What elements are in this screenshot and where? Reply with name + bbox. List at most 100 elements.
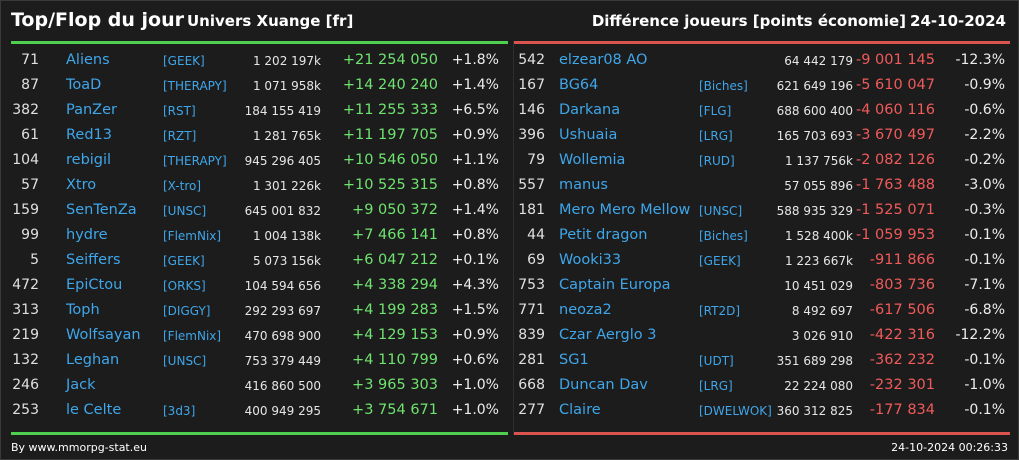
score-difference: +6 047 212 [352,252,438,268]
flop-row: 277 Claire [DWELWOK] 360 312 825 -177 834 -0.… [514,398,1010,423]
player-name-link[interactable]: Jack [66,377,96,393]
player-score: 360 312 825 [776,404,853,418]
alliance-tag-link[interactable]: [UNSC] [163,354,207,368]
alliance-tag-link[interactable]: [UNSC] [163,204,207,218]
flop-divider [514,41,1010,44]
player-score: 184 155 419 [244,104,321,118]
player-name-link[interactable]: elzear08 AO [559,52,648,68]
alliance-tag-link[interactable]: [LRG] [699,379,733,393]
player-score: 1 301 226k [252,179,321,193]
alliance-tag-link[interactable]: [UDT] [699,354,734,368]
player-name-link[interactable]: Xtro [66,177,97,193]
player-score: 400 949 295 [244,404,321,418]
score-difference: +11 255 333 [342,102,438,118]
alliance-tag-link[interactable]: [FlemNix] [163,229,222,243]
player-name-link[interactable]: rebigil [66,152,112,168]
alliance-tag-link[interactable]: [GEEK] [163,54,205,68]
player-name-link[interactable]: Red13 [66,127,112,143]
percent-change: +1.8% [451,52,499,68]
flop-row: 668 Duncan Dav [LRG] 22 224 080 -232 301 -1.0… [514,373,1010,398]
player-name-link[interactable]: Wollemia [559,152,626,168]
top-row: 5 Seiffers [GEEK] 5 073 156k +6 047 212 +0.1% [11,248,508,273]
player-name-link[interactable]: Duncan Dav [559,377,648,393]
metric-label: Différence joueurs [points économie] [591,12,906,30]
alliance-tag-link[interactable]: [THERAPY] [163,79,227,93]
player-name-link[interactable]: Captain Europa [559,277,671,293]
flop-row: 753 Captain Europa 10 451 029 -803 736 -7.1% [514,273,1010,298]
alliance-tag-link[interactable]: [X-tro] [163,179,202,193]
alliance-tag-link[interactable]: [DWELWOK] [699,404,772,418]
alliance-tag-link[interactable]: [ORKS] [163,279,206,293]
player-name-link[interactable]: Czar Aerglo 3 [559,327,657,343]
alliance-tag-link[interactable]: [DIGGY] [163,304,211,318]
footer: By www.mmorpg-stat.eu 24-10-2024 00:26:3… [1,437,1018,459]
player-score: 1 137 756k [784,154,853,168]
player-name-link[interactable]: Darkana [559,102,621,118]
player-name-link[interactable]: PanZer [66,102,117,118]
player-name-link[interactable]: Mero Mero Mellow [559,202,691,218]
alliance-tag-link[interactable]: [3d3] [163,404,196,418]
player-name-link[interactable]: Aliens [66,52,110,68]
player-name-link[interactable]: hydre [66,227,108,243]
alliance-tag-link[interactable]: [RT2D] [699,304,741,318]
percent-change: -7.1% [964,277,1005,293]
alliance-tag-link[interactable]: [Biches] [699,229,748,243]
alliance-tag-link[interactable]: [FLG] [699,104,732,118]
score-difference: -2 082 126 [855,152,935,168]
flop-row: 839 Czar Aerglo 3 3 026 910 -422 316 -12.2% [514,323,1010,348]
player-score: 8 492 697 [791,304,853,318]
player-name-link[interactable]: SenTenZa [66,202,137,218]
player-name-link[interactable]: EpiCtou [66,277,123,293]
alliance-tag-link[interactable]: [RZT] [163,129,197,143]
player-name-link[interactable]: Claire [559,402,601,418]
player-rank: 277 [518,402,545,418]
player-name-link[interactable]: neoza2 [559,302,612,318]
alliance-tag-link[interactable]: [UNSC] [699,204,743,218]
top-list: 71 Aliens [GEEK] 1 202 197k +21 254 050 +1.8%… [11,48,508,423]
top-row: 219 Wolfsayan [FlemNix] 470 698 900 +4 129 1… [11,323,508,348]
player-name-link[interactable]: Wolfsayan [66,327,141,343]
alliance-tag-link[interactable]: [RUD] [699,154,735,168]
player-name-link[interactable]: SG1 [559,352,589,368]
percent-change: +0.6% [451,352,499,368]
percent-change: -0.1% [964,252,1005,268]
player-name-link[interactable]: Leghan [66,352,120,368]
player-name-link[interactable]: ToaD [66,77,102,93]
player-name-link[interactable]: le Celte [66,402,122,418]
player-score: 5 073 156k [252,254,321,268]
score-difference: -9 001 145 [855,52,935,68]
score-difference: -3 670 497 [855,127,935,143]
player-rank: 167 [518,77,545,93]
player-name-link[interactable]: manus [559,177,608,193]
percent-change: -0.9% [964,77,1005,93]
alliance-tag-link[interactable]: [LRG] [699,129,733,143]
player-name-link[interactable]: Wooki33 [559,252,622,268]
player-name-link[interactable]: Petit dragon [559,227,648,243]
percent-change: -0.3% [964,202,1005,218]
flop-row: 79 Wollemia [RUD] 1 137 756k -2 082 126 -0.2% [514,148,1010,173]
alliance-tag-link[interactable]: [Biches] [699,79,748,93]
percent-change: +0.8% [451,227,499,243]
percent-change: -0.2% [964,152,1005,168]
player-score: 753 379 449 [244,354,321,368]
top-row: 472 EpiCtou [ORKS] 104 594 656 +4 338 294 +4.… [11,273,508,298]
player-rank: 159 [12,202,39,218]
percent-change: +4.3% [451,277,499,293]
alliance-tag-link[interactable]: [GEEK] [699,254,741,268]
alliance-tag-link[interactable]: [RST] [163,104,196,118]
alliance-tag-link[interactable]: [THERAPY] [163,154,227,168]
player-score: 64 442 179 [784,54,853,68]
player-name-link[interactable]: BG64 [559,77,599,93]
player-rank: 219 [12,327,39,343]
player-name-link[interactable]: Seiffers [66,252,121,268]
alliance-tag-link[interactable]: [GEEK] [163,254,205,268]
flop-row: 281 SG1 [UDT] 351 689 298 -362 232 -0.1% [514,348,1010,373]
top-row: 57 Xtro [X-tro] 1 301 226k +10 525 315 +0.8% [11,173,508,198]
player-rank: 771 [518,302,545,318]
alliance-tag-link[interactable]: [FlemNix] [163,329,222,343]
player-name-link[interactable]: Ushuaia [559,127,618,143]
player-name-link[interactable]: Toph [66,302,100,318]
score-difference: +3 965 303 [352,377,438,393]
player-score: 645 001 832 [244,204,321,218]
flop-row: 167 BG64 [Biches] 621 649 196 -5 610 047 -0.9… [514,73,1010,98]
